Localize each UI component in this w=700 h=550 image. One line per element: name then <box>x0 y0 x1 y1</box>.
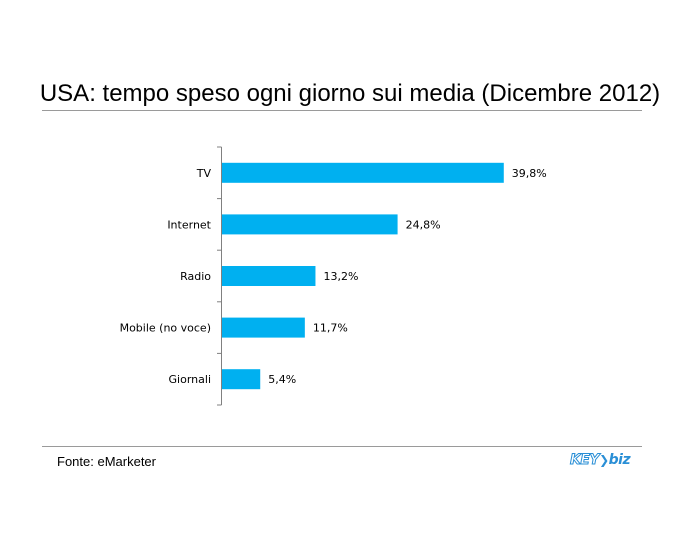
data-label: 11,7% <box>313 322 348 335</box>
bar <box>222 266 316 286</box>
bar <box>222 369 261 390</box>
data-label: 39,8% <box>512 167 547 180</box>
title-divider <box>42 110 642 111</box>
footer-divider <box>42 446 642 447</box>
chart-title: USA: tempo speso ogni giorno sui media (… <box>39 80 661 107</box>
logo: KEY❯biz <box>569 452 631 469</box>
data-label: 5,4% <box>268 373 296 386</box>
source-note: Fonte: eMarketer <box>57 454 156 469</box>
category-label: Radio <box>180 270 211 283</box>
bar <box>222 162 504 183</box>
data-label: 24,8% <box>406 218 441 231</box>
category-label: Internet <box>167 218 211 231</box>
category-label: Mobile (no voce) <box>120 322 211 335</box>
category-label: TV <box>196 167 212 180</box>
bar <box>222 317 305 338</box>
category-label: Giornali <box>169 373 211 386</box>
bar <box>222 214 398 235</box>
data-label: 13,2% <box>323 270 358 283</box>
